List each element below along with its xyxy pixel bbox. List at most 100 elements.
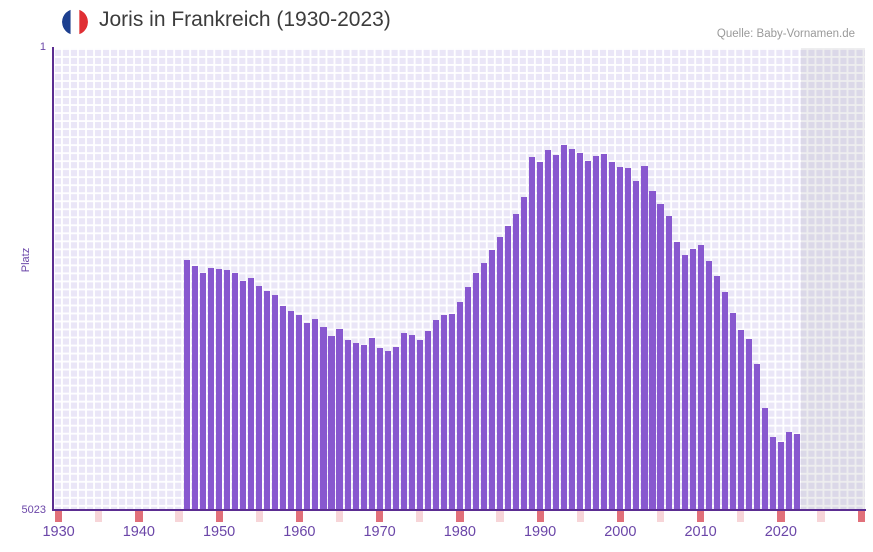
- bar-1957[interactable]: [272, 295, 279, 510]
- x-axis-label-1990: 1990: [523, 524, 557, 540]
- x-tick-mark-1950: [215, 511, 223, 522]
- source-label: Quelle: Baby-Vornamen.de: [716, 28, 855, 40]
- bar-1975[interactable]: [416, 340, 423, 510]
- x-axis-label-2020: 2020: [764, 524, 797, 540]
- bar-1948[interactable]: [200, 273, 207, 510]
- bar-2010[interactable]: [697, 244, 704, 510]
- x-tick-mark-1935: [95, 511, 103, 522]
- y-axis-tick-bottom: 5023: [21, 504, 46, 516]
- bar-1951[interactable]: [224, 269, 231, 510]
- bar-1964[interactable]: [328, 335, 335, 510]
- bar-1954[interactable]: [248, 277, 255, 510]
- bar-1996[interactable]: [585, 161, 592, 510]
- bar-1950[interactable]: [216, 268, 223, 510]
- bar-1959[interactable]: [288, 311, 295, 510]
- bar-1978[interactable]: [440, 314, 447, 510]
- bar-2008[interactable]: [681, 254, 688, 510]
- x-tick-mark-1930: [55, 511, 63, 522]
- bar-2018[interactable]: [761, 407, 768, 510]
- bar-2013[interactable]: [721, 291, 728, 510]
- bar-1962[interactable]: [312, 319, 319, 510]
- bar-1955[interactable]: [256, 286, 263, 510]
- bar-1988[interactable]: [521, 196, 528, 510]
- bar-2011[interactable]: [705, 261, 712, 510]
- bar-2004[interactable]: [649, 191, 656, 510]
- bar-1994[interactable]: [569, 149, 576, 510]
- bar-2021[interactable]: [785, 431, 792, 510]
- bar-1989[interactable]: [529, 157, 536, 510]
- bar-1987[interactable]: [513, 213, 520, 510]
- bar-1992[interactable]: [553, 154, 560, 510]
- x-tick-mark-1940: [135, 511, 143, 522]
- bar-2007[interactable]: [673, 242, 680, 510]
- bar-1958[interactable]: [280, 305, 287, 510]
- x-axis-label-2010: 2010: [684, 524, 717, 540]
- bar-1947[interactable]: [192, 265, 199, 510]
- bar-1965[interactable]: [336, 329, 343, 510]
- no-data-region: [801, 48, 865, 510]
- x-tick-mark-2030: [857, 511, 865, 522]
- bar-1952[interactable]: [232, 273, 239, 510]
- bar-2002[interactable]: [633, 181, 640, 510]
- page-title: Joris in Frankreich (1930-2023): [99, 8, 391, 31]
- x-axis-label-1980: 1980: [443, 524, 476, 540]
- bar-1980[interactable]: [456, 301, 463, 510]
- bar-1967[interactable]: [352, 343, 359, 510]
- x-tick-mark-1965: [335, 511, 344, 522]
- bar-1995[interactable]: [577, 152, 584, 510]
- bar-1991[interactable]: [545, 150, 552, 510]
- bar-2000[interactable]: [617, 166, 624, 510]
- x-tick-mark-1985: [496, 511, 504, 522]
- bar-1976[interactable]: [424, 331, 431, 510]
- bar-1999[interactable]: [609, 161, 616, 510]
- bar-2012[interactable]: [713, 276, 720, 510]
- bar-2009[interactable]: [689, 249, 696, 510]
- x-axis-label-2000: 2000: [604, 524, 637, 540]
- bar-1961[interactable]: [304, 322, 311, 510]
- bar-1963[interactable]: [320, 326, 327, 510]
- bar-1966[interactable]: [344, 339, 351, 510]
- bar-2003[interactable]: [641, 165, 648, 510]
- bar-1973[interactable]: [400, 333, 407, 510]
- bar-1956[interactable]: [264, 290, 271, 510]
- x-axis-label-1960: 1960: [283, 524, 316, 540]
- x-tick-mark-2005: [656, 511, 665, 522]
- x-tick-mark-1995: [576, 511, 584, 522]
- bar-1990[interactable]: [537, 161, 544, 510]
- bar-1984[interactable]: [488, 250, 496, 510]
- bar-2015[interactable]: [737, 330, 744, 510]
- bar-2001[interactable]: [625, 168, 632, 510]
- bar-1971[interactable]: [384, 350, 391, 510]
- bar-2022[interactable]: [793, 434, 800, 510]
- bar-2017[interactable]: [753, 364, 760, 510]
- bar-2019[interactable]: [769, 437, 776, 510]
- bar-1983[interactable]: [480, 263, 488, 510]
- bar-1949[interactable]: [208, 267, 215, 510]
- bar-2016[interactable]: [745, 338, 752, 510]
- bar-2014[interactable]: [729, 312, 736, 510]
- bar-2006[interactable]: [665, 216, 672, 510]
- x-tick-mark-2000: [616, 511, 625, 522]
- bar-2005[interactable]: [657, 204, 664, 510]
- bar-1970[interactable]: [376, 347, 383, 510]
- bar-1969[interactable]: [368, 337, 375, 510]
- bar-1981[interactable]: [464, 287, 471, 510]
- bar-1982[interactable]: [472, 273, 479, 510]
- bar-1972[interactable]: [392, 346, 399, 510]
- x-tick-mark-1990: [536, 511, 544, 522]
- bar-1974[interactable]: [408, 334, 415, 510]
- bar-1946[interactable]: [184, 260, 191, 510]
- bar-1985[interactable]: [496, 237, 504, 510]
- bar-1997[interactable]: [593, 156, 600, 510]
- bar-1979[interactable]: [448, 313, 455, 510]
- x-tick-mark-1975: [416, 511, 424, 522]
- bar-1960[interactable]: [296, 314, 303, 510]
- bar-1953[interactable]: [240, 280, 247, 510]
- bar-1993[interactable]: [561, 145, 568, 510]
- bar-1998[interactable]: [601, 153, 608, 510]
- bar-2020[interactable]: [777, 441, 784, 510]
- bar-1968[interactable]: [360, 345, 367, 510]
- bar-1986[interactable]: [505, 226, 512, 510]
- bar-1977[interactable]: [432, 320, 439, 510]
- x-axis-label-1930: 1930: [42, 524, 75, 540]
